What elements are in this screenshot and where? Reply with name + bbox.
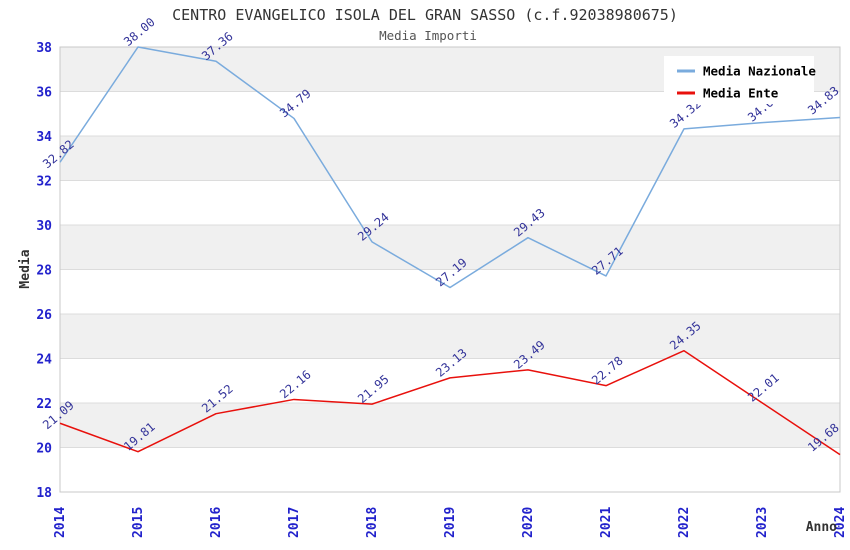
- y-tick-label: 32: [36, 175, 52, 190]
- x-tick-label: 2019: [443, 507, 458, 538]
- y-tick-label: 24: [36, 353, 52, 368]
- y-tick-label: 30: [36, 219, 52, 234]
- alternating-bands: [60, 47, 840, 448]
- series-lines: [59, 46, 841, 456]
- y-tick-label: 22: [36, 397, 52, 412]
- series-line-media-ente: [59, 349, 841, 456]
- y-tick-label: 36: [36, 86, 52, 101]
- point-label: 22.16: [277, 367, 314, 401]
- legend-label: Media Nazionale: [703, 64, 816, 79]
- x-tick-label: 2015: [131, 507, 146, 538]
- band: [60, 225, 840, 270]
- band: [60, 314, 840, 359]
- y-tick-label: 26: [36, 308, 52, 323]
- plot-border: [59, 46, 841, 493]
- y-tick-label: 18: [36, 486, 52, 501]
- chart-subtitle: Media Importi: [379, 28, 477, 43]
- band: [60, 136, 840, 181]
- y-tick-label: 28: [36, 264, 52, 279]
- x-tick-label: 2021: [599, 507, 614, 538]
- x-axis-tick-labels: 2014 2015 2016 2017 2018 2019 2020 2021 2022 2023…: [53, 507, 848, 538]
- x-tick-label: 2014: [53, 507, 68, 538]
- gridlines: [59, 46, 841, 493]
- x-axis-title: Anno: [806, 520, 837, 535]
- x-tick-label: 2023: [755, 507, 770, 538]
- point-label: 21.95: [355, 372, 392, 406]
- band: [60, 403, 840, 448]
- x-tick-label: 2024: [833, 507, 848, 538]
- y-tick-label: 20: [36, 442, 52, 457]
- x-tick-label: 2016: [209, 507, 224, 538]
- legend: Media Nazionale Media Ente: [664, 56, 816, 104]
- chart-title: CENTRO EVANGELICO ISOLA DEL GRAN SASSO (…: [172, 6, 678, 24]
- legend-label: Media Ente: [703, 86, 779, 101]
- x-tick-label: 2017: [287, 507, 302, 538]
- x-tick-label: 2020: [521, 507, 536, 538]
- y-axis-tick-labels: 18 20 22 24 26 28 30 32 34 36 38: [36, 41, 52, 501]
- y-tick-label: 38: [36, 41, 52, 56]
- legend-box: [664, 56, 814, 104]
- x-tick-label: 2022: [677, 507, 692, 538]
- y-axis-title: Media: [18, 249, 33, 288]
- point-label: 38.00: [121, 15, 158, 49]
- point-label: 22.01: [745, 371, 782, 405]
- series-line-media-nazionale: [59, 46, 841, 289]
- y-tick-label: 34: [36, 130, 52, 145]
- x-tick-label: 2018: [365, 507, 380, 538]
